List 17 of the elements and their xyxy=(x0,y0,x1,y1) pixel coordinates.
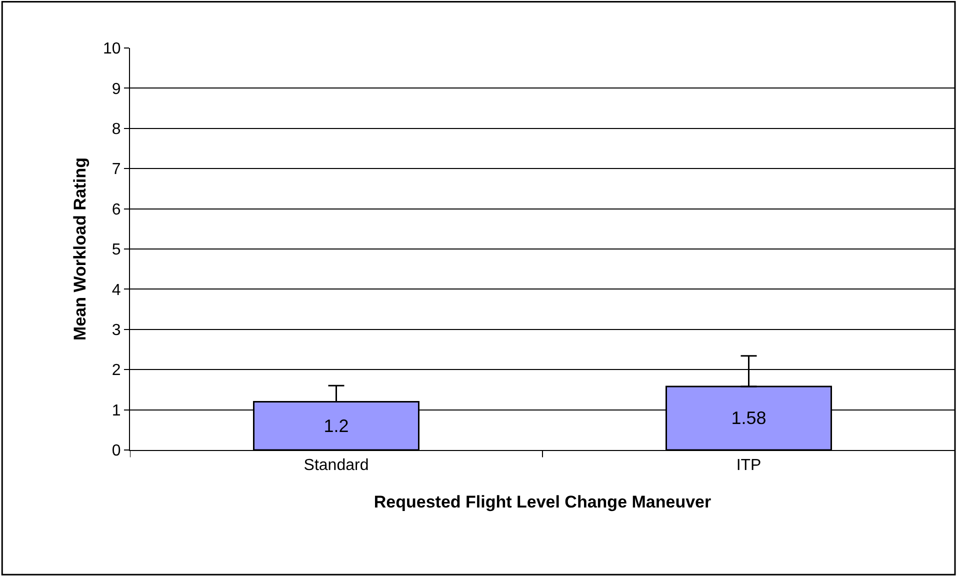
y-axis-title: Mean Workload Rating xyxy=(70,158,90,340)
y-tick-label: 8 xyxy=(112,121,121,138)
y-tick-label: 9 xyxy=(112,80,121,98)
y-tick-label: 6 xyxy=(112,201,121,218)
x-axis-title: Requested Flight Level Change Maneuver xyxy=(374,492,712,512)
data-label: 1.58 xyxy=(731,408,766,428)
y-tick-label: 3 xyxy=(112,322,121,339)
x-tick-label: Standard xyxy=(304,457,369,474)
data-label: 1.2 xyxy=(324,416,349,436)
y-tick-label: 1 xyxy=(112,402,121,420)
x-tick-label: ITP xyxy=(736,457,762,474)
y-tick-label: 7 xyxy=(112,161,121,178)
y-tick-label: 10 xyxy=(103,40,121,58)
y-tick-label: 5 xyxy=(112,242,121,259)
y-tick-label: 2 xyxy=(112,362,121,380)
y-tick-label: 4 xyxy=(112,282,121,299)
y-tick-label: 0 xyxy=(112,442,121,460)
